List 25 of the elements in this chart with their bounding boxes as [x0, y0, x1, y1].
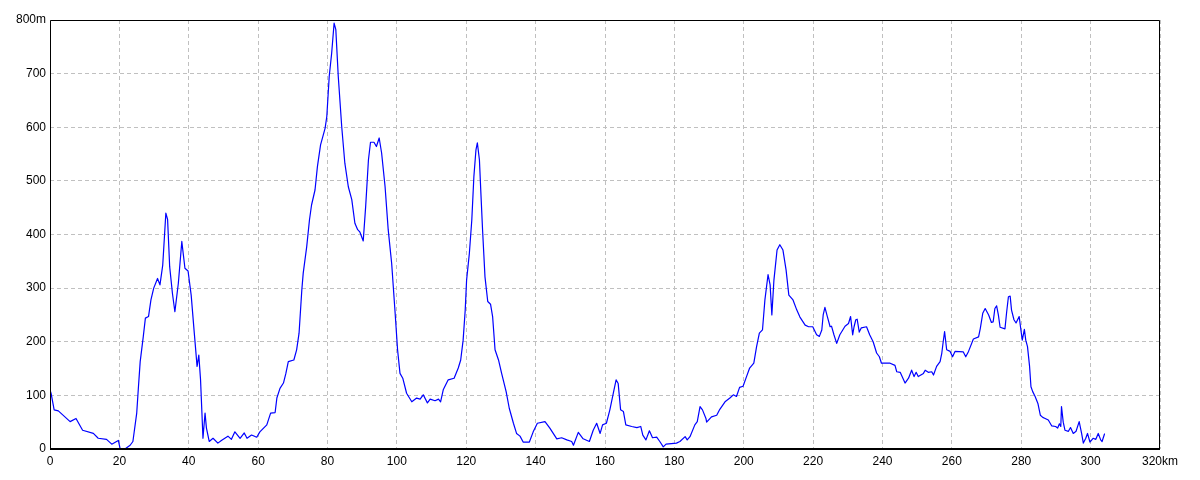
x-tick-label: 100	[386, 453, 408, 468]
y-tick-label: 100	[25, 387, 47, 402]
x-tick-label: 300	[1080, 453, 1101, 468]
x-tick-label: 20	[112, 453, 127, 468]
x-tick-label: 220	[803, 453, 824, 468]
x-tick-label: 140	[525, 453, 546, 468]
y-tick-label: 400	[25, 226, 47, 241]
x-tick-label: 280	[1011, 453, 1032, 468]
x-tick-label: 60	[251, 453, 266, 468]
y-tick-label: 300	[25, 280, 47, 295]
x-tick-label: 180	[664, 453, 685, 468]
x-tick-label: 240	[872, 453, 893, 468]
y-tick-label: 500	[25, 173, 47, 188]
x-tick-label: 200	[733, 453, 755, 468]
y-tick-label: 600	[25, 119, 47, 134]
y-tick-label: 800m	[15, 12, 46, 27]
y-tick-label: 200	[25, 334, 47, 349]
x-tick-label: 80	[320, 453, 335, 468]
x-tick-label: 260	[941, 453, 963, 468]
x-tick-label: 320km	[1141, 453, 1179, 468]
y-tick-label: 700	[25, 65, 47, 80]
y-tick-label: 0	[39, 441, 47, 456]
x-tick-label: 40	[182, 453, 196, 468]
x-tick-label: 120	[456, 453, 477, 468]
x-tick-label: 160	[594, 453, 616, 468]
